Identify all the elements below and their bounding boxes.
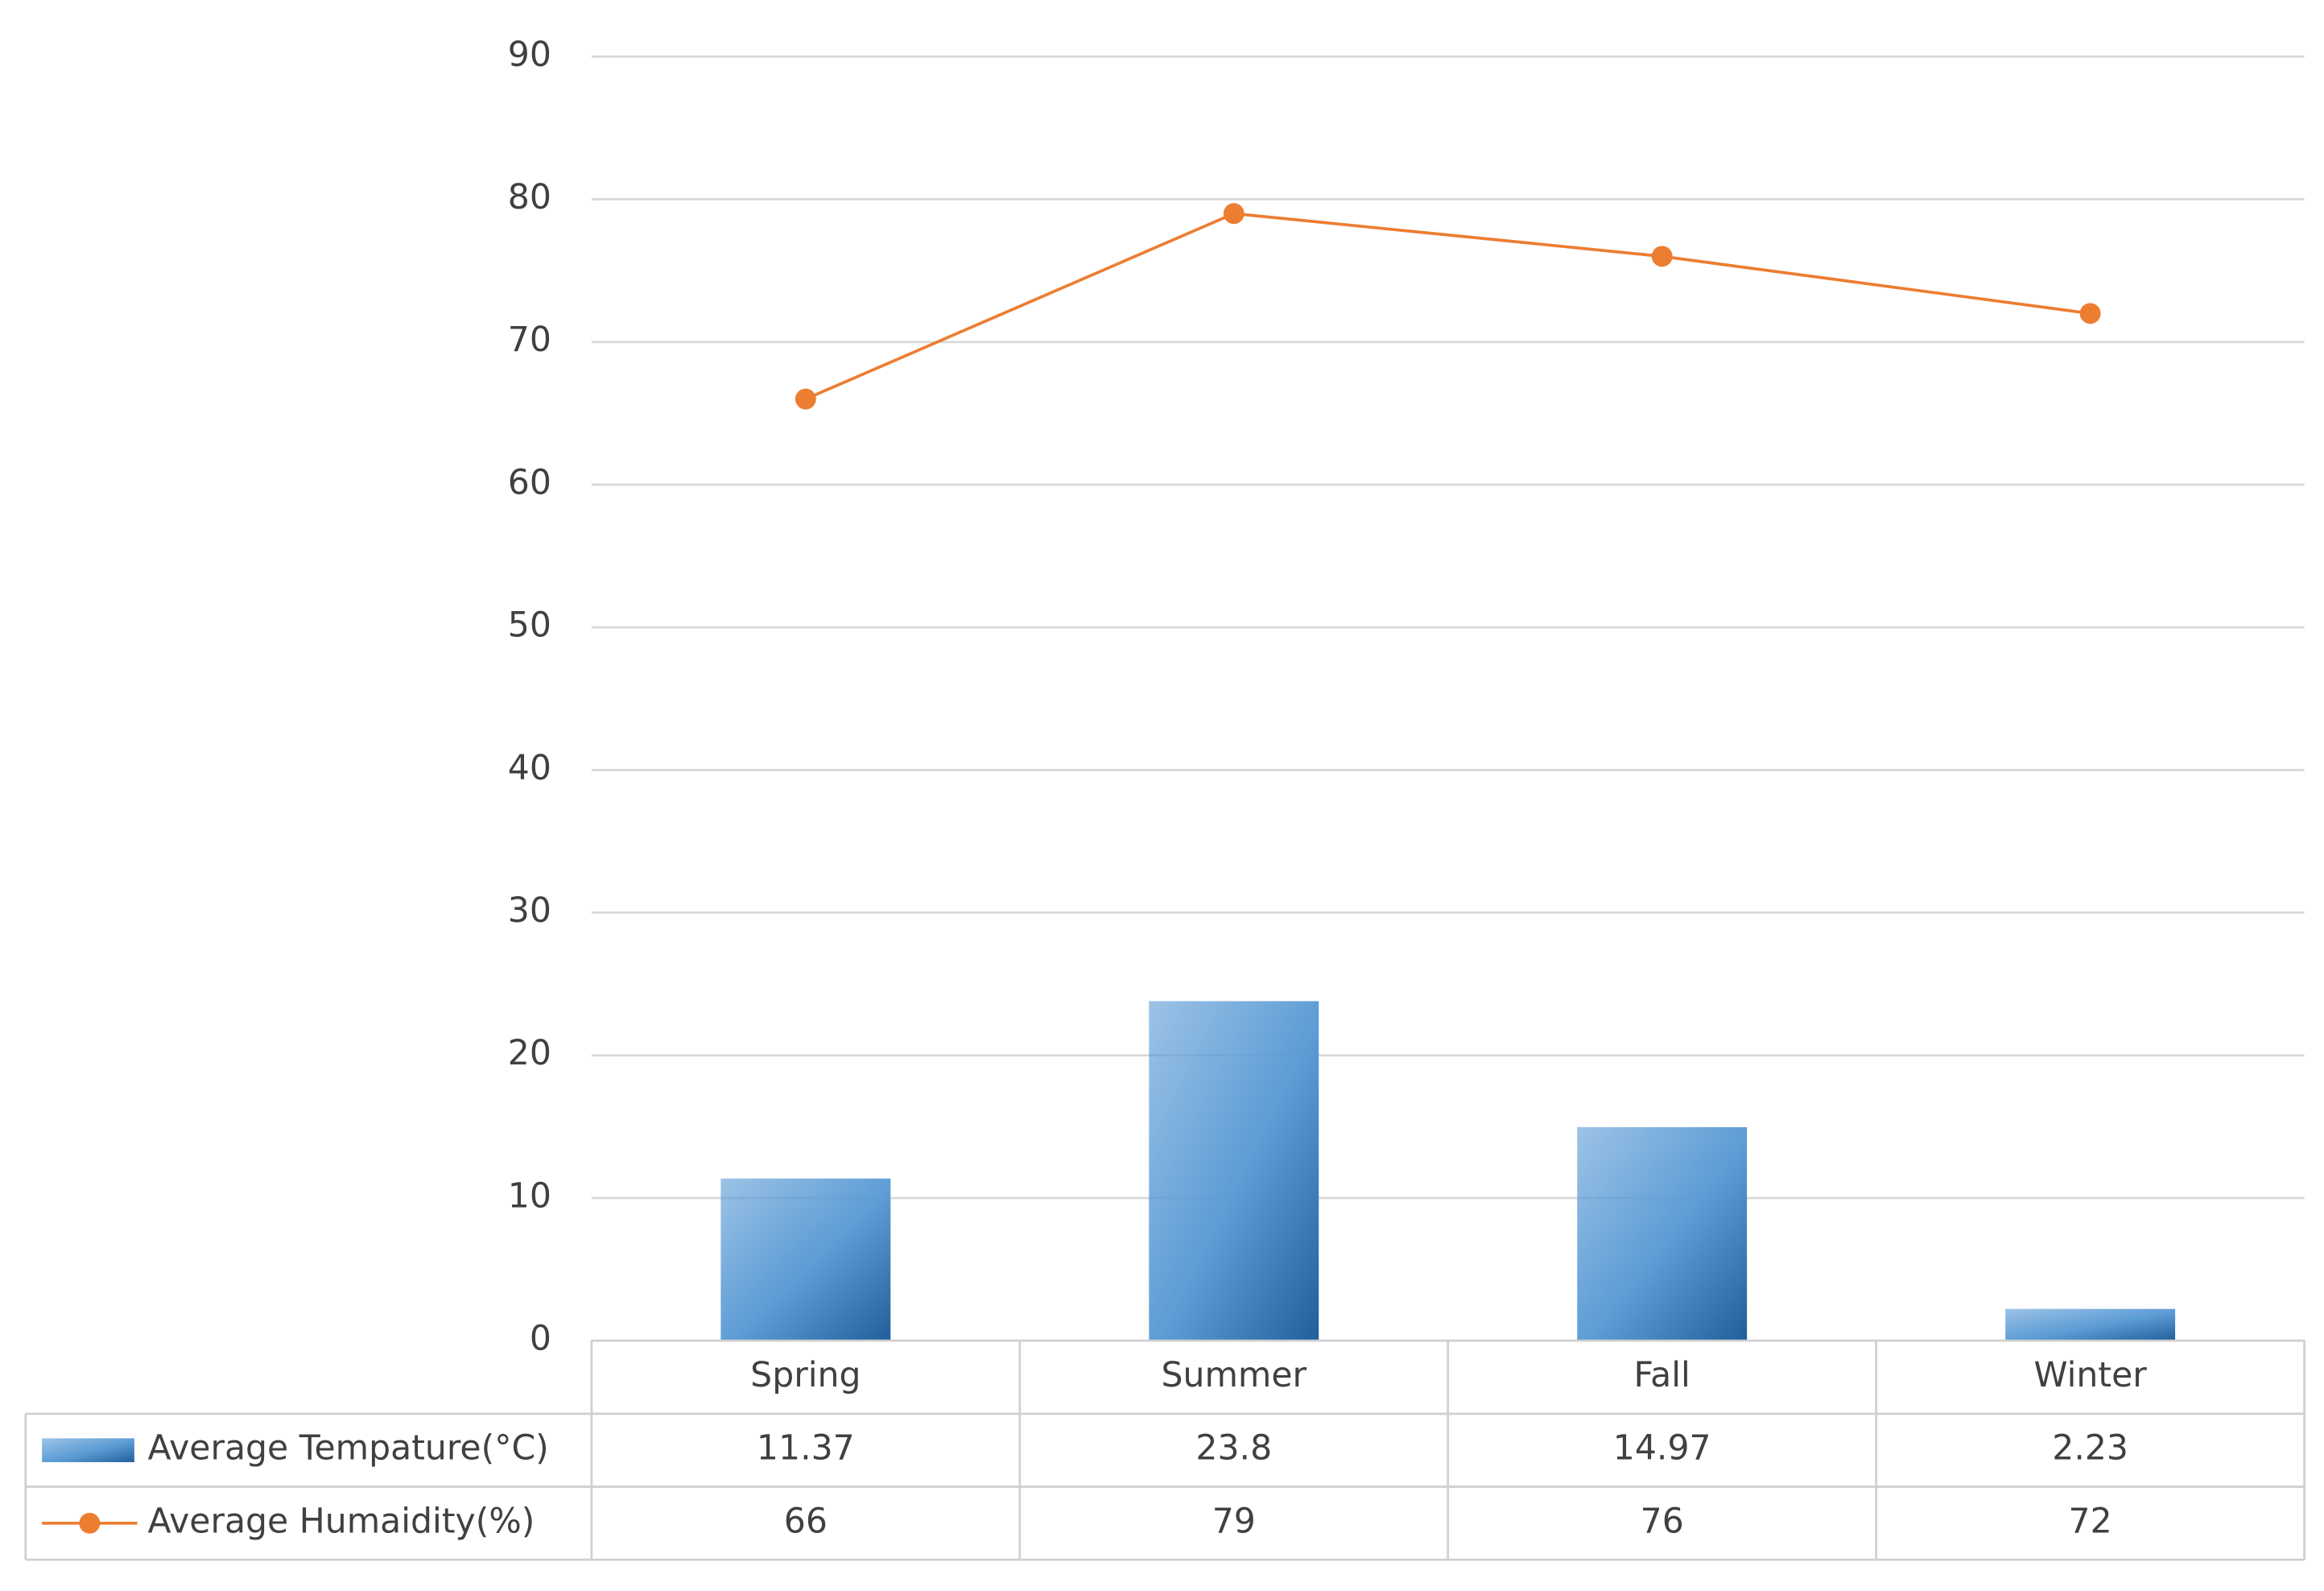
x-tick-label: Summer: [1161, 1356, 1306, 1395]
bar: [1149, 1001, 1319, 1341]
y-tick-label: 80: [508, 178, 551, 217]
x-tick-label: Winter: [2033, 1356, 2147, 1395]
y-tick-label: 10: [508, 1176, 551, 1216]
y-tick-label: 40: [508, 749, 551, 788]
x-tick-label: Spring: [750, 1356, 861, 1395]
legend-label: Average Humaidity(%): [148, 1502, 535, 1541]
y-tick-label: 90: [508, 35, 551, 75]
line-marker: [2079, 303, 2101, 324]
table-value: 66: [784, 1502, 828, 1541]
legend-swatch: [42, 1438, 134, 1462]
bar: [2005, 1308, 2176, 1341]
y-tick-label: 60: [508, 463, 551, 502]
legend-swatch: [79, 1512, 101, 1534]
y-tick-label: 20: [508, 1034, 551, 1073]
table-value: 11.37: [757, 1429, 855, 1469]
line-marker: [1651, 246, 1673, 267]
table-value: 72: [2069, 1502, 2112, 1541]
table-value: 23.8: [1195, 1429, 1272, 1469]
table-value: 79: [1212, 1502, 1256, 1541]
bar: [1577, 1126, 1748, 1341]
y-tick-label: 70: [508, 320, 551, 360]
line: [805, 212, 2091, 401]
y-tick-label: 30: [508, 891, 551, 931]
legend-label: Average Tempature(°C): [148, 1429, 549, 1469]
table-value: 2.23: [2052, 1429, 2128, 1469]
table-value: 14.97: [1613, 1429, 1711, 1469]
table-value: 76: [1641, 1502, 1684, 1541]
line-marker: [795, 388, 816, 410]
line-marker: [1223, 203, 1245, 225]
x-tick-label: Fall: [1634, 1356, 1690, 1395]
y-tick-label: 0: [530, 1320, 551, 1359]
y-tick-label: 50: [508, 606, 551, 646]
bar: [720, 1178, 891, 1341]
